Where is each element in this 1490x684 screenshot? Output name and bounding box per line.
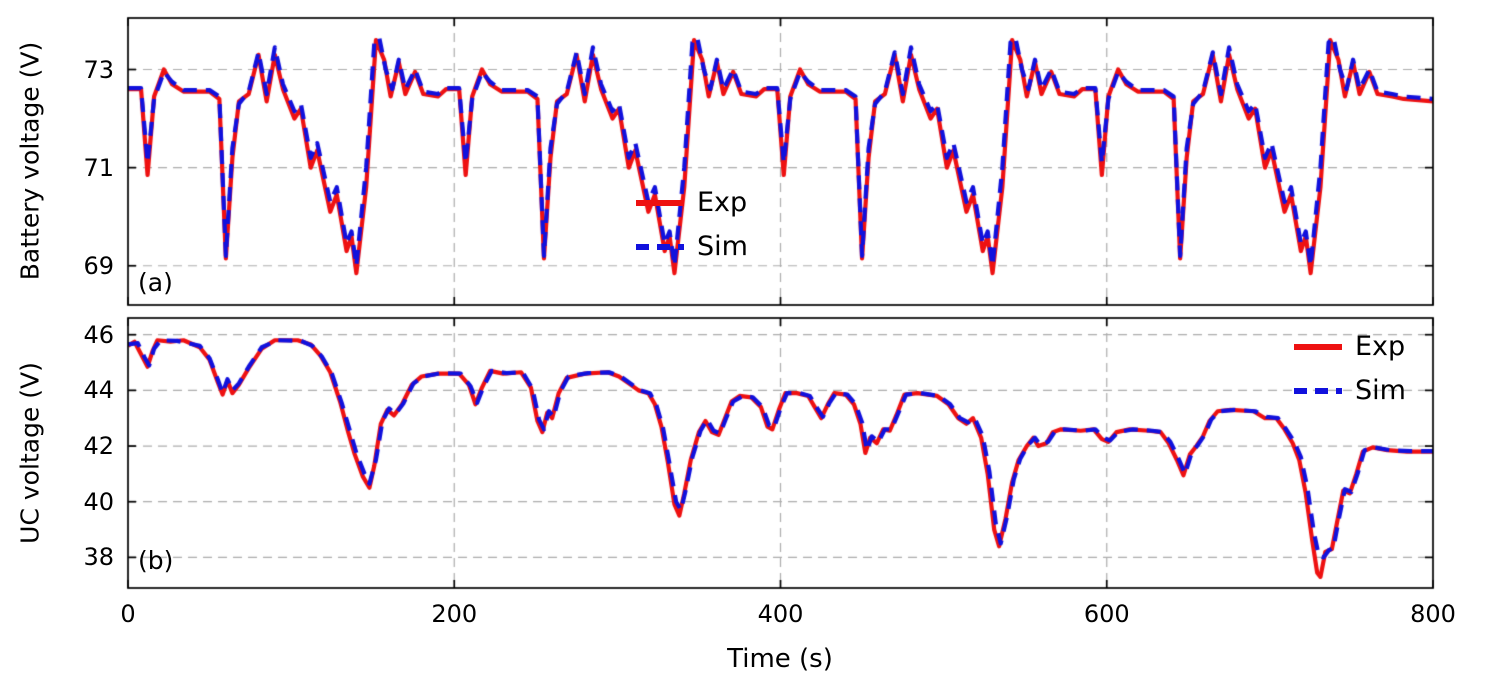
panel-b-annotation: (b) (138, 546, 174, 575)
y-tick-label: 69 (83, 251, 114, 280)
legend-panel-a: Exp Sim (636, 188, 748, 261)
legend-entry-exp: Exp (636, 188, 748, 218)
x-tick-label: 800 (1410, 600, 1456, 628)
legend-label-sim: Sim (1355, 374, 1406, 406)
y-tick-label: 38 (83, 543, 114, 572)
legend-label-exp: Exp (697, 187, 748, 218)
battery-voltage-axis-label: Battery voltage (V) (15, 41, 45, 281)
panel-a-annotation: (a) (138, 268, 173, 297)
legend-panel-b: Exp Sim (1294, 332, 1406, 405)
legend-label-exp: Exp (1355, 331, 1406, 362)
exp-line-sample-icon (636, 199, 684, 206)
legend-entry-exp: Exp (1294, 332, 1406, 362)
sim-line-sample-icon (1294, 387, 1342, 394)
exp-line-sample-icon (1294, 343, 1342, 350)
legend-entry-sim: Sim (1294, 374, 1406, 406)
uc-voltage-axis-label: UC voltage (V) (15, 362, 45, 544)
x-tick-label: 200 (431, 600, 478, 628)
x-tick-label: 0 (120, 600, 136, 628)
y-tick-label: 44 (83, 376, 114, 405)
y-tick-label: 73 (83, 55, 114, 84)
x-tick-label: 600 (1083, 600, 1130, 628)
legend-label-sim: Sim (697, 230, 748, 262)
sim-line-sample-icon (636, 243, 684, 250)
legend-entry-sim: Sim (636, 230, 748, 262)
time-axis-label: Time (s) (727, 644, 833, 674)
y-tick-label: 42 (83, 432, 114, 461)
y-tick-label: 46 (83, 320, 114, 349)
y-tick-label: 40 (83, 487, 114, 516)
y-tick-label: 71 (83, 153, 114, 182)
x-tick-label: 400 (757, 600, 804, 628)
